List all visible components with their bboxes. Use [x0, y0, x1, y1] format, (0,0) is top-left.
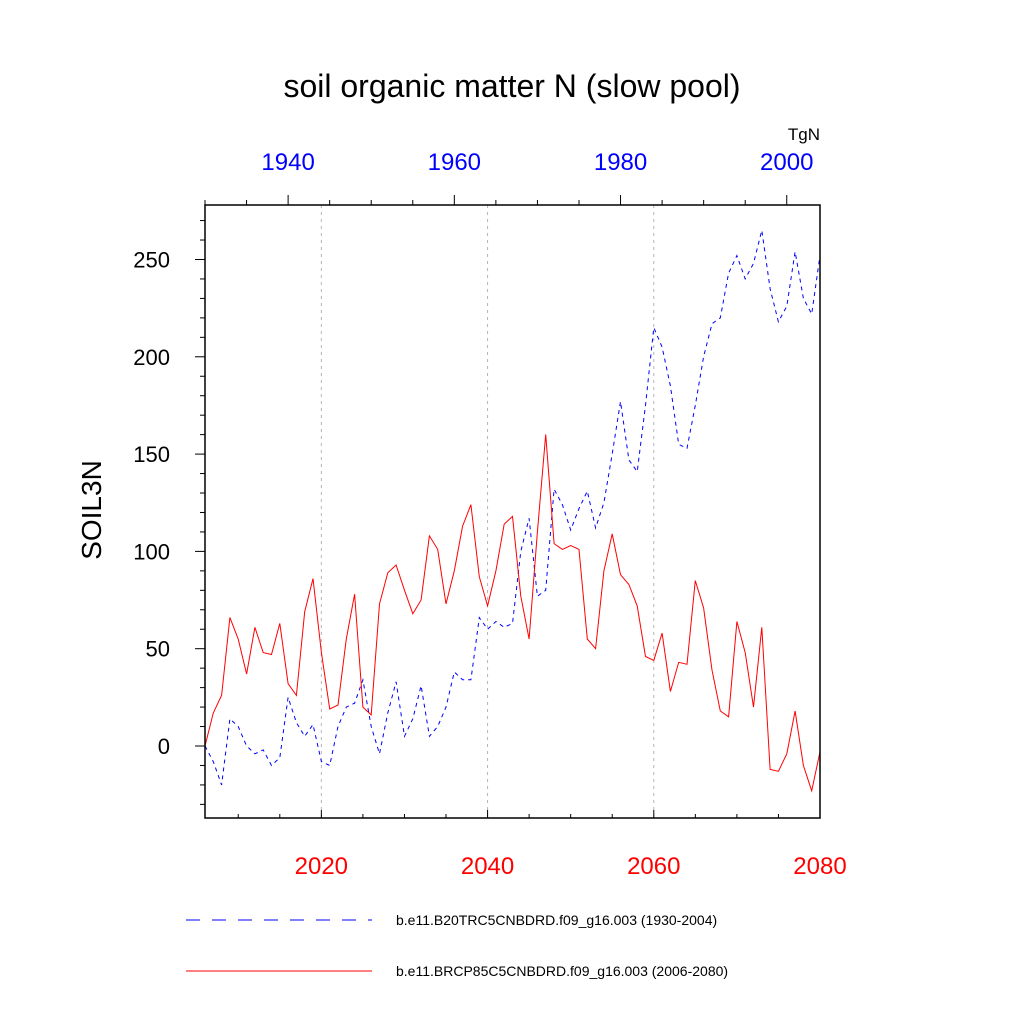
y-tick-label: 250 — [133, 247, 170, 272]
chart-title: soil organic matter N (slow pool) — [283, 68, 740, 104]
y-tick-label: 100 — [133, 539, 170, 564]
x-tick-label-top: 2000 — [760, 149, 813, 176]
units-label: TgN — [788, 125, 820, 144]
y-tick-label: 200 — [133, 345, 170, 370]
series-group — [204, 230, 821, 793]
y-axis-label: SOIL3N — [76, 460, 107, 560]
y-tick-label: 50 — [146, 637, 170, 662]
series-line-historical — [204, 230, 821, 786]
x-tick-label-top: 1980 — [594, 149, 647, 176]
x-tick-label-top: 1960 — [428, 149, 481, 176]
series-line-rcp85 — [204, 434, 821, 793]
x-tick-label-bottom: 2080 — [793, 853, 846, 880]
plot-frame — [204, 204, 821, 819]
axes: 0 50 100 150 200 250 2020 2040 2060 2080 1940 1960 1… — [133, 149, 846, 880]
y-tick-label: 0 — [158, 734, 170, 759]
x-tick-label-bottom: 2040 — [461, 853, 514, 880]
x-tick-label-bottom: 2020 — [295, 853, 348, 880]
legend-label-rcp85: b.e11.BRCP85C5CNBDRD.f09_g16.003 (2006-2… — [396, 963, 728, 979]
y-tick-label: 150 — [133, 442, 170, 467]
legend-label-historical: b.e11.B20TRC5CNBDRD.f09_g16.003 (1930-20… — [396, 912, 717, 928]
legend: b.e11.B20TRC5CNBDRD.f09_g16.003 (1930-20… — [186, 912, 728, 979]
x-tick-label-top: 1940 — [261, 149, 314, 176]
x-tick-label-bottom: 2060 — [627, 853, 680, 880]
